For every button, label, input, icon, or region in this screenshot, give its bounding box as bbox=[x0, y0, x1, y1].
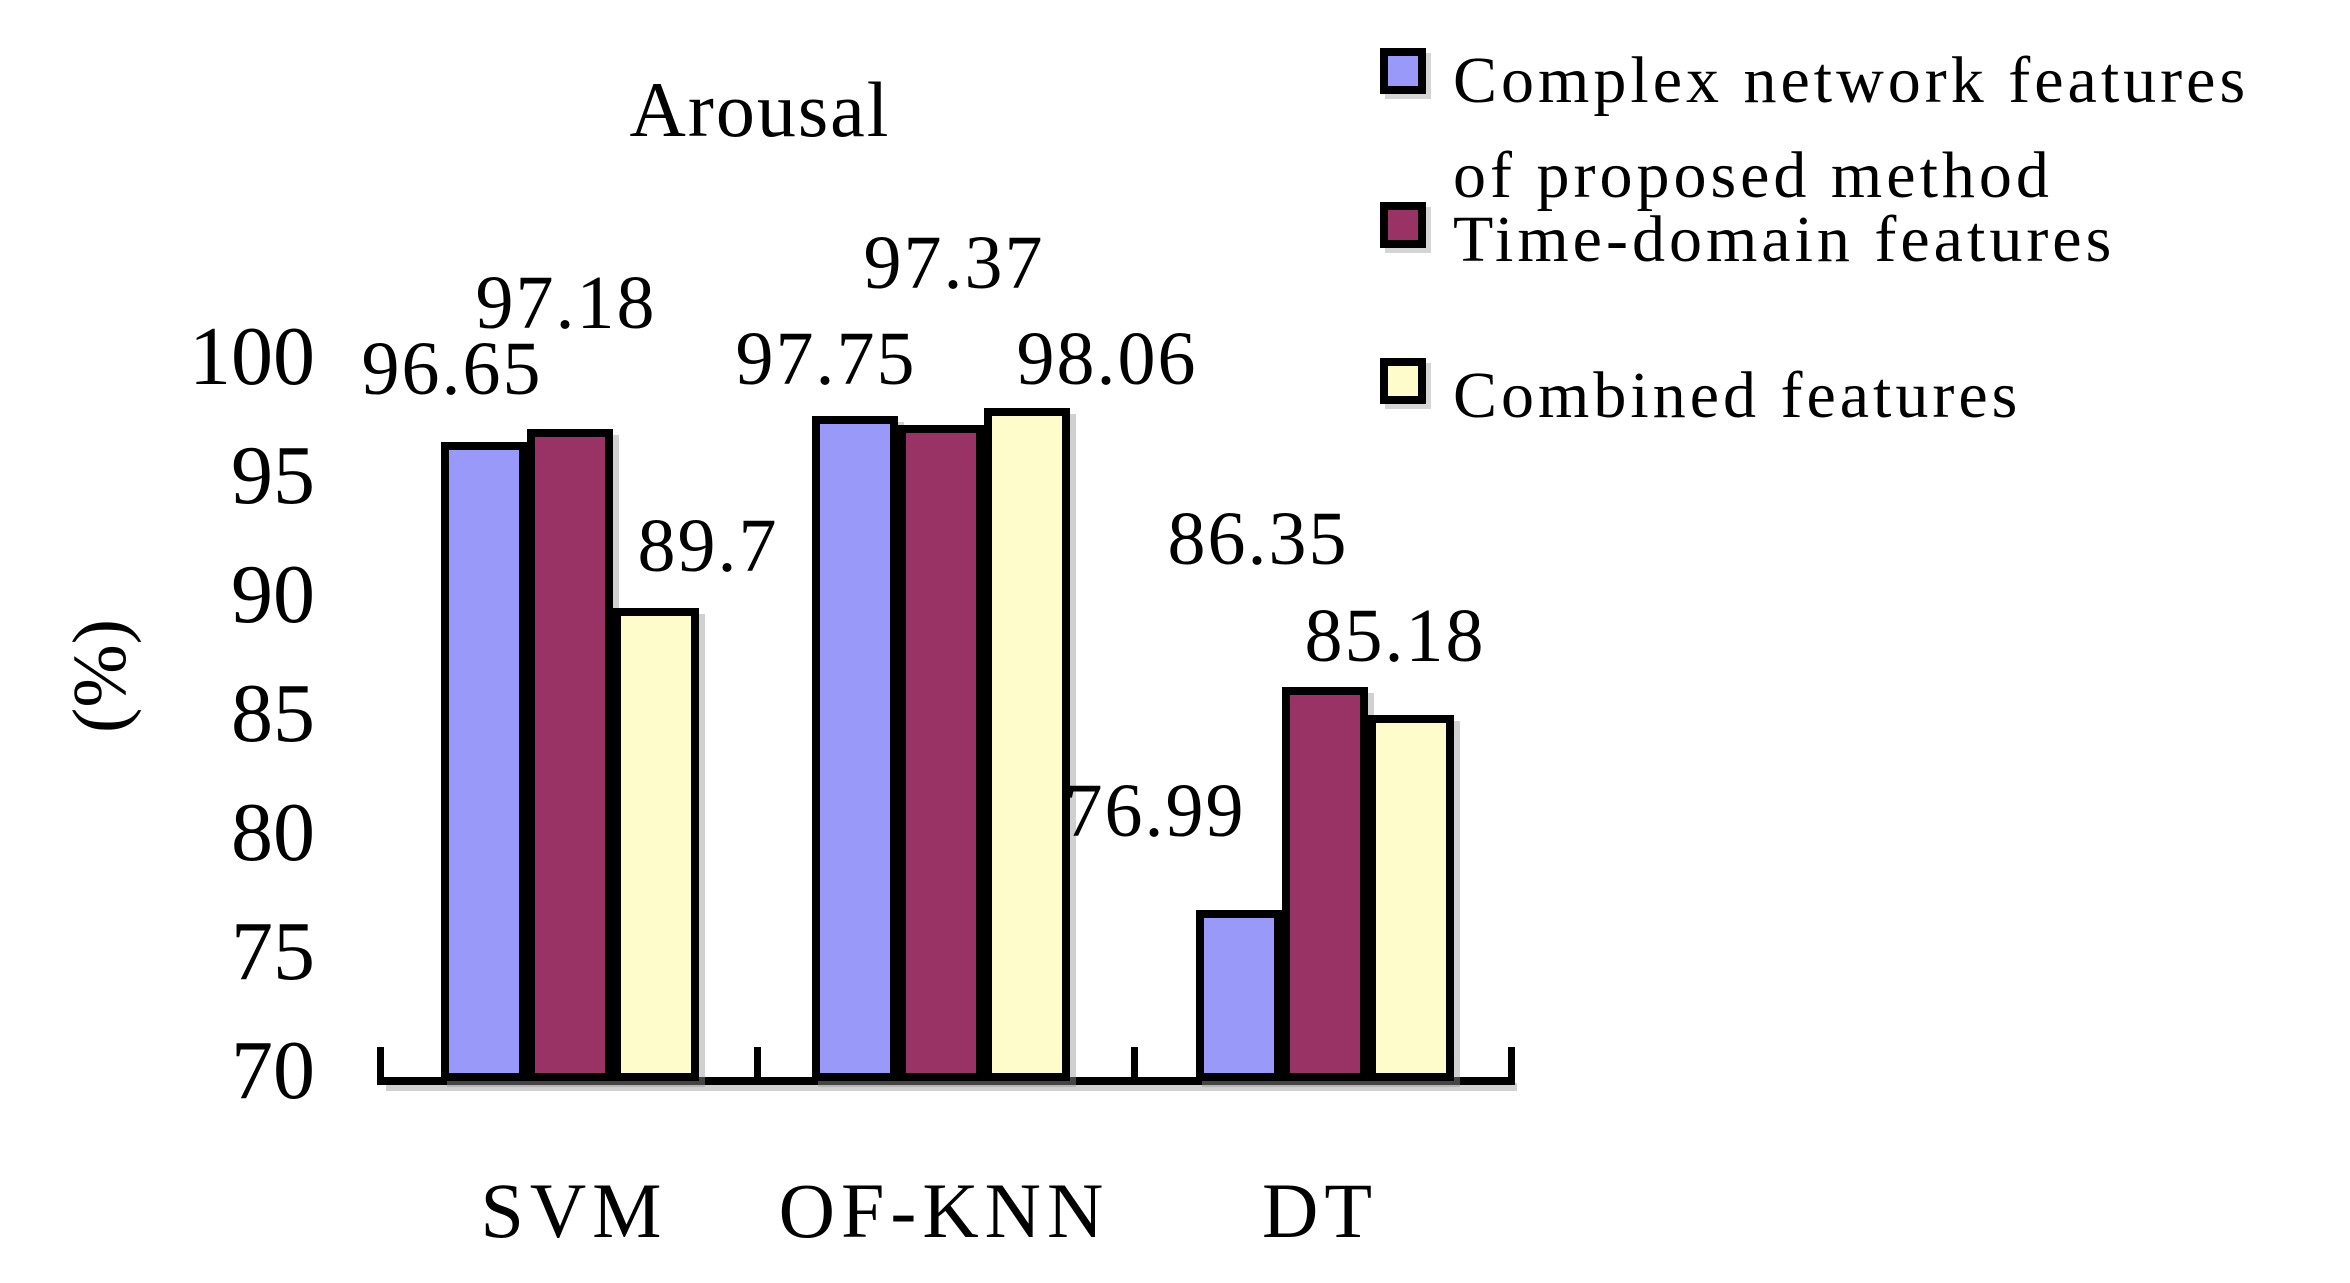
y-tick-label: 90 bbox=[231, 548, 315, 641]
y-tick-label: 70 bbox=[231, 1024, 315, 1117]
legend-label-line: Time-domain features bbox=[1453, 203, 2116, 276]
legend-label: Time-domain features bbox=[1453, 192, 2115, 287]
x-category-label-svm: SVM bbox=[480, 1167, 668, 1254]
x-axis-line bbox=[380, 1077, 1511, 1085]
bar-svm-series1 bbox=[441, 442, 527, 1081]
bar-value-label: 86.35 bbox=[1167, 497, 1349, 581]
bar-value-label: 76.99 bbox=[1064, 769, 1246, 853]
legend-label-line: Combined features bbox=[1453, 359, 2022, 432]
x-axis-tick bbox=[377, 1047, 384, 1085]
legend-swatch bbox=[1380, 202, 1426, 248]
legend-swatch bbox=[1380, 358, 1426, 404]
legend-label-line: of proposed method bbox=[1453, 139, 2053, 212]
x-category-label-of-knn: OF-KNN bbox=[778, 1167, 1110, 1254]
y-tick-label: 80 bbox=[231, 786, 315, 879]
legend-label: Complex network features of proposed meth… bbox=[1453, 33, 2249, 223]
bar-value-label: 89.7 bbox=[637, 504, 779, 588]
bar-value-label: 97.37 bbox=[863, 221, 1045, 305]
bar-value-label: 97.18 bbox=[475, 261, 657, 345]
legend-swatch bbox=[1380, 48, 1426, 94]
x-axis-tick bbox=[1508, 1047, 1515, 1085]
bar-of-knn-series3 bbox=[984, 408, 1070, 1081]
bar-dt-series2 bbox=[1282, 687, 1368, 1081]
legend-label: Combined features bbox=[1453, 348, 2021, 443]
y-tick-label: 100 bbox=[189, 310, 315, 403]
bar-value-label: 97.75 bbox=[735, 317, 917, 401]
bar-of-knn-series2 bbox=[898, 425, 984, 1081]
bar-dt-series1 bbox=[1196, 910, 1282, 1081]
bar-value-label: 96.65 bbox=[361, 327, 543, 411]
x-axis-tick bbox=[754, 1047, 761, 1085]
bar-value-label: 98.06 bbox=[1016, 317, 1198, 401]
bar-value-label: 85.18 bbox=[1304, 594, 1486, 678]
x-axis-tick bbox=[1131, 1047, 1138, 1085]
y-tick-label: 85 bbox=[231, 667, 315, 760]
chart-title: Arousal bbox=[629, 66, 891, 153]
bar-dt-series3 bbox=[1368, 715, 1454, 1081]
bar-svm-series2 bbox=[527, 429, 613, 1081]
bar-of-knn-series1 bbox=[812, 416, 898, 1081]
bar-svm-series3 bbox=[613, 608, 699, 1081]
x-category-label-dt: DT bbox=[1262, 1167, 1378, 1254]
y-tick-label: 95 bbox=[231, 429, 315, 522]
y-tick-label: 75 bbox=[231, 905, 315, 998]
legend-label-line: Complex network features bbox=[1453, 44, 2250, 117]
